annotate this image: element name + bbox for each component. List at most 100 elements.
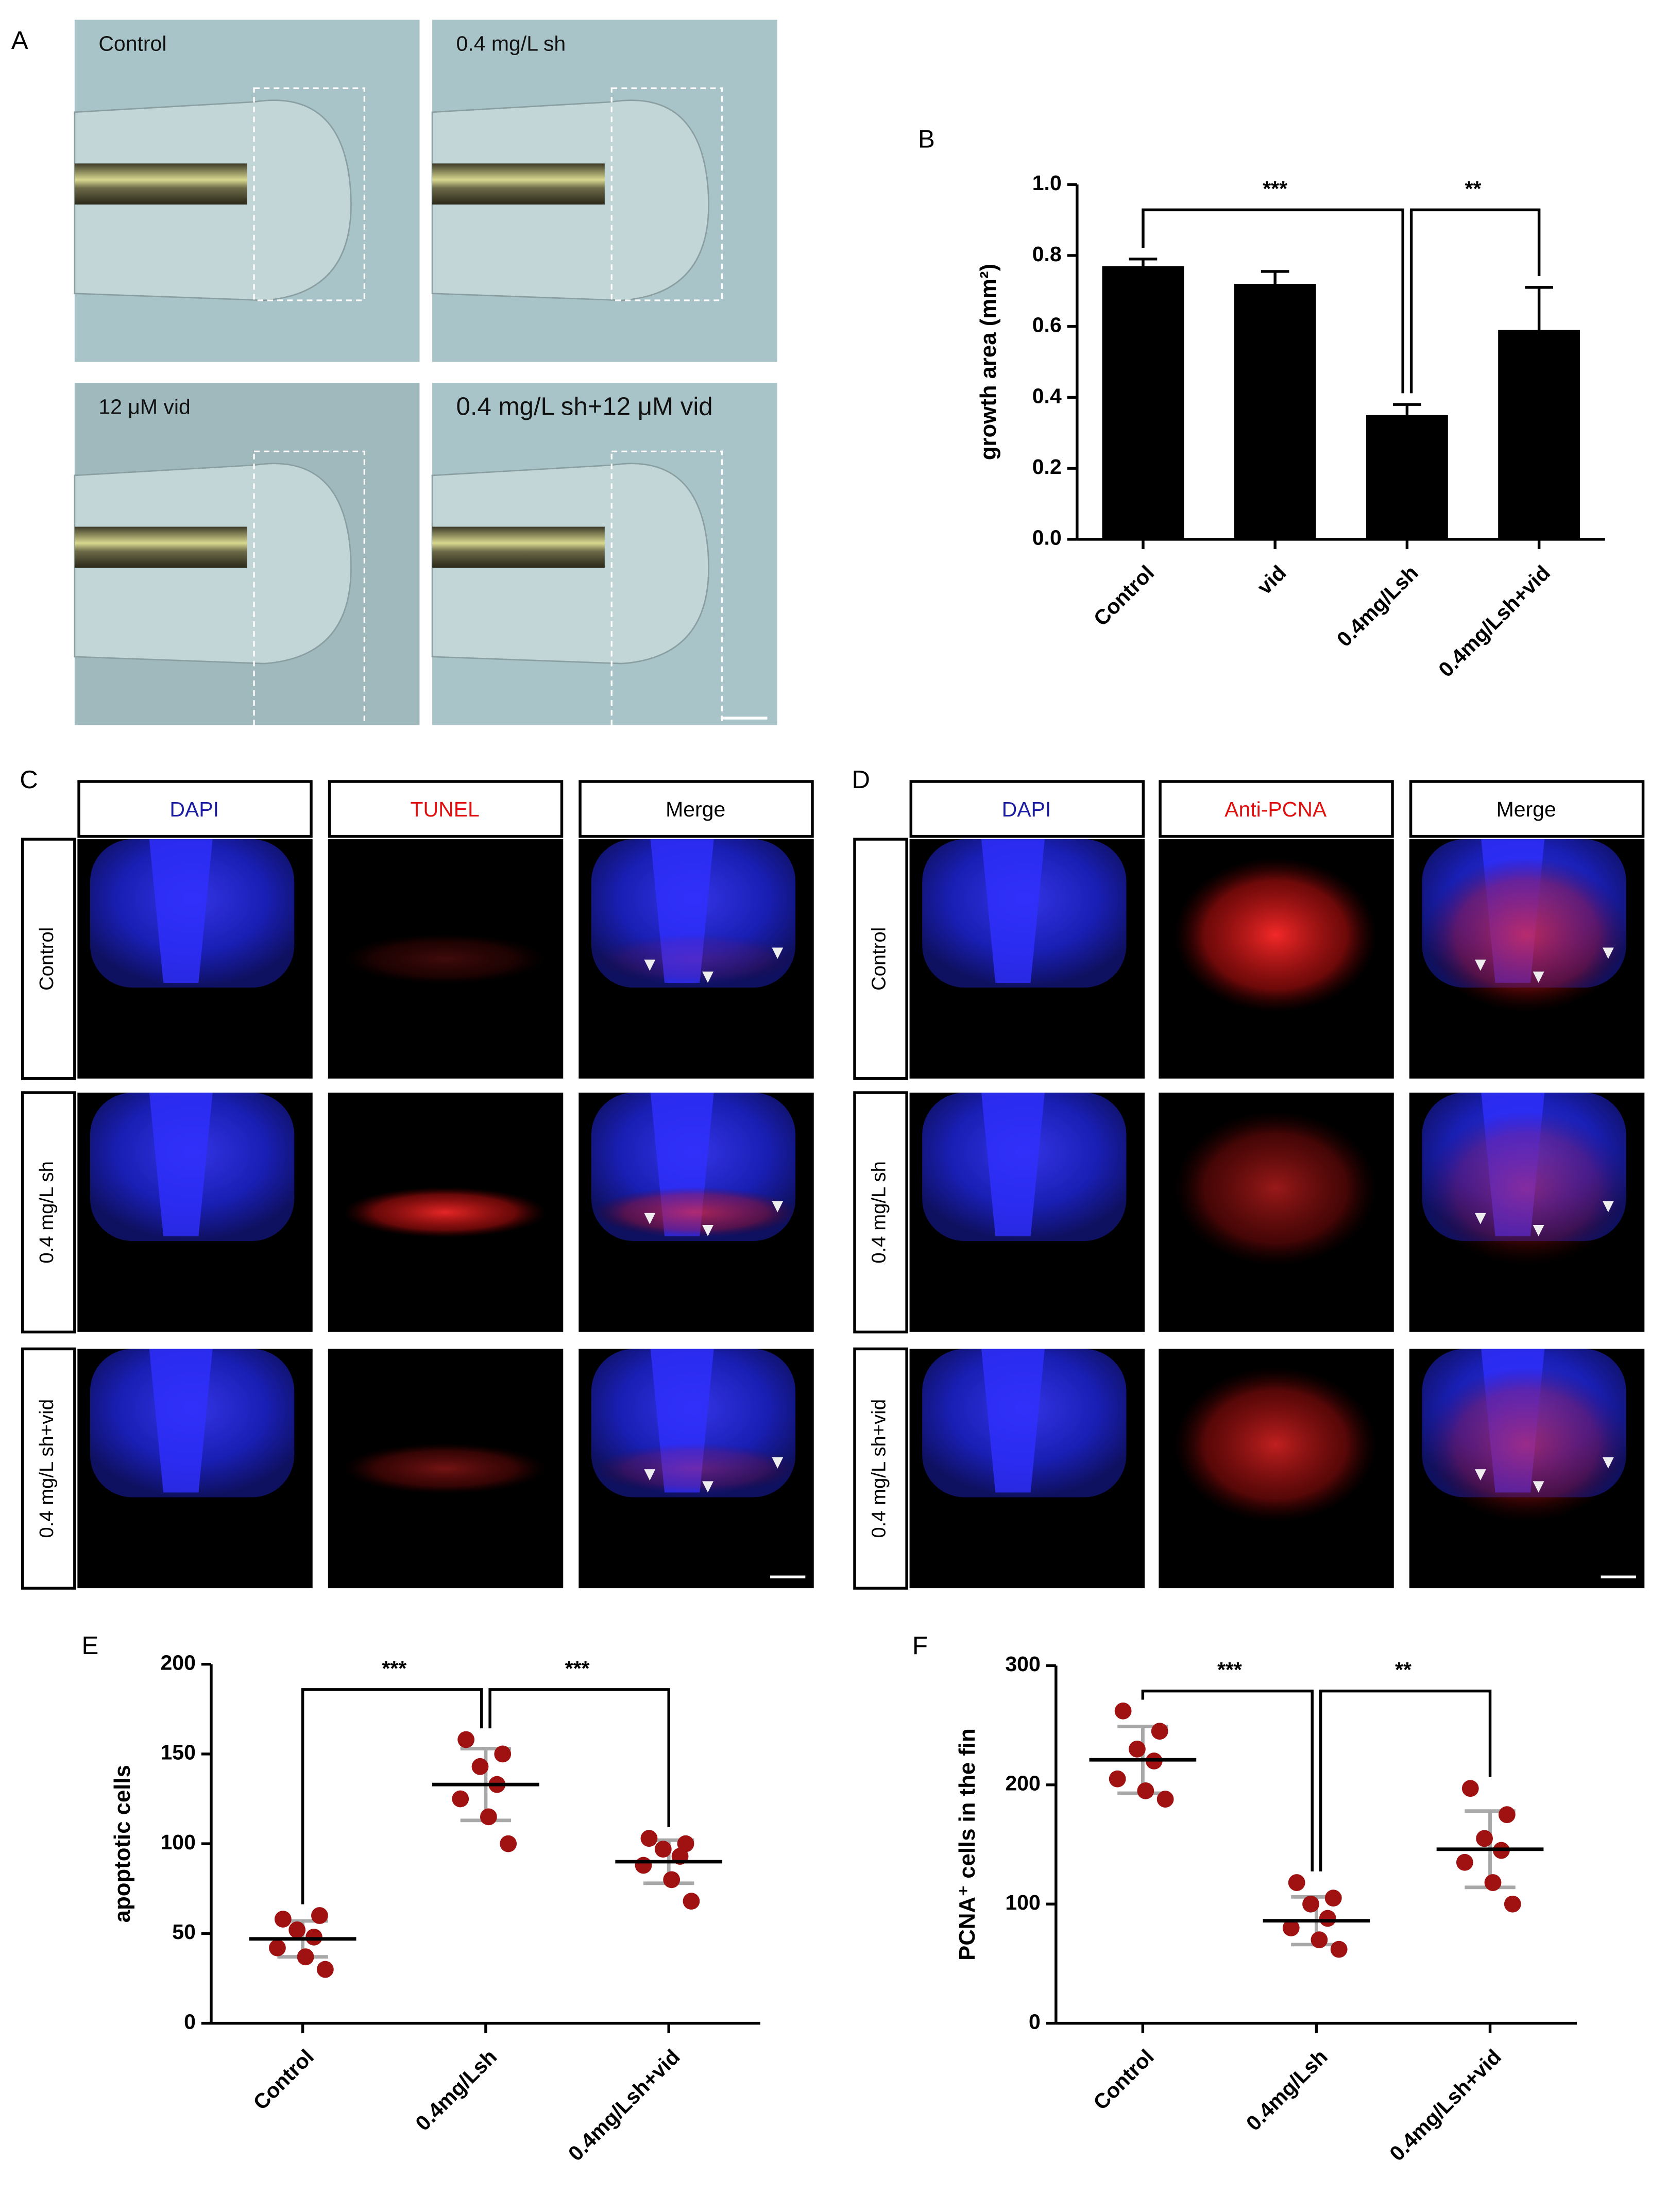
micrograph — [74, 20, 420, 362]
data-point — [1311, 1931, 1328, 1949]
significance-label: *** — [1263, 177, 1287, 200]
y-tick-label: 50 — [172, 1920, 196, 1944]
arrowhead — [1533, 1224, 1544, 1236]
y-tick-label: 200 — [1005, 1772, 1040, 1795]
data-point — [640, 1830, 658, 1847]
column-header-box — [328, 780, 564, 838]
data-point — [500, 1835, 517, 1852]
data-point — [683, 1893, 700, 1910]
fluorescence-image — [328, 1349, 564, 1589]
significance-bracket — [1409, 208, 1541, 394]
notochord-stain — [149, 1093, 213, 1236]
significance-bracket — [1141, 1689, 1314, 1871]
x-tick-label: 0.4mg/Lsh — [1241, 2045, 1332, 2135]
signal-stain — [1424, 857, 1628, 1013]
data-point — [1114, 1702, 1132, 1720]
y-tick-label: 1.0 — [1032, 171, 1062, 195]
arrowhead — [702, 971, 714, 983]
column-header: DAPI — [1002, 797, 1051, 821]
arrowhead — [1602, 947, 1614, 959]
region-box — [610, 450, 723, 750]
data-point — [1302, 1895, 1319, 1913]
y-tick-label: 200 — [161, 1651, 196, 1675]
data-point — [452, 1790, 469, 1808]
row-label-box — [21, 1091, 76, 1334]
significance-bracket — [1319, 1689, 1492, 1871]
data-point — [311, 1907, 328, 1924]
arrowhead — [772, 947, 784, 959]
column-header: Anti-PCNA — [1224, 797, 1327, 821]
notochord-stain — [981, 839, 1045, 983]
notochord — [74, 526, 247, 568]
signal-stain — [343, 933, 547, 984]
data-point — [480, 1808, 497, 1826]
fluorescence-image — [77, 1349, 313, 1589]
column-header: Merge — [1496, 797, 1556, 821]
fluorescence-image — [1409, 839, 1645, 1079]
data-point — [494, 1745, 512, 1763]
signal-stain — [343, 1187, 547, 1238]
data-point — [274, 1911, 292, 1928]
signal-stain — [594, 933, 797, 984]
bar — [1102, 266, 1184, 539]
panel-label: B — [918, 125, 935, 153]
fluorescence-image — [579, 1349, 814, 1589]
signal-stain — [1424, 1367, 1628, 1522]
significance-bracket — [301, 1688, 483, 1904]
arrowhead — [644, 959, 656, 971]
row-label: Control — [867, 927, 890, 991]
data-point — [677, 1835, 694, 1852]
image-caption: 0.4 mg/L sh — [456, 31, 566, 55]
micrograph — [431, 383, 777, 750]
significance-label: ** — [1395, 1658, 1411, 1681]
data-point — [305, 1928, 322, 1946]
arrowhead — [702, 1481, 714, 1493]
signal-stain — [1174, 1111, 1377, 1266]
micrograph — [74, 383, 420, 750]
data-point — [1504, 1895, 1521, 1913]
x-tick-label: Control — [248, 2045, 318, 2115]
y-tick-label: 100 — [161, 1830, 196, 1854]
y-axis-label: growth area (mm²) — [976, 264, 1001, 460]
fluorescence-image — [1409, 1349, 1645, 1589]
fluorescence-image — [1159, 839, 1394, 1079]
notochord — [432, 526, 605, 568]
y-tick-label: 0.2 — [1032, 455, 1062, 479]
signal-stain — [343, 1443, 547, 1494]
arrowhead — [1533, 971, 1544, 983]
data-point — [288, 1921, 306, 1938]
significance-bracket — [488, 1688, 670, 1827]
arrowhead — [702, 1224, 714, 1236]
data-point — [316, 1961, 334, 1978]
row-label-box — [21, 1347, 76, 1590]
bar — [1234, 284, 1316, 539]
fluorescence-image — [579, 1093, 814, 1332]
fluorescence-image — [909, 1349, 1145, 1589]
row-label: Control — [36, 927, 58, 991]
arrowhead — [644, 1213, 656, 1224]
fluorescence-image — [909, 839, 1145, 1079]
data-point — [1137, 1782, 1154, 1799]
column-header-box — [579, 780, 814, 838]
data-point — [663, 1871, 681, 1888]
row-label-box — [21, 838, 76, 1080]
y-tick-label: 0.8 — [1032, 242, 1062, 266]
data-point — [1498, 1806, 1516, 1824]
data-point — [1156, 1791, 1174, 1808]
data-point — [297, 1948, 314, 1966]
arrowhead — [1474, 1469, 1486, 1481]
arrowhead — [1474, 959, 1486, 971]
arrowhead — [1602, 1457, 1614, 1469]
x-tick-label: 0.4mg/Lsh — [1332, 561, 1423, 652]
y-tick-label: 0.0 — [1032, 526, 1062, 550]
row-label-box — [853, 1347, 908, 1590]
image-caption: 12 μM vid — [98, 395, 191, 419]
fluorescence-image — [1409, 1093, 1645, 1332]
arrowhead — [1533, 1481, 1544, 1493]
column-header: TUNEL — [410, 797, 479, 821]
row-label-box — [853, 838, 908, 1080]
signal-stain — [594, 1443, 797, 1494]
y-tick-label: 0 — [1029, 2010, 1041, 2033]
column-header-box — [77, 780, 313, 838]
